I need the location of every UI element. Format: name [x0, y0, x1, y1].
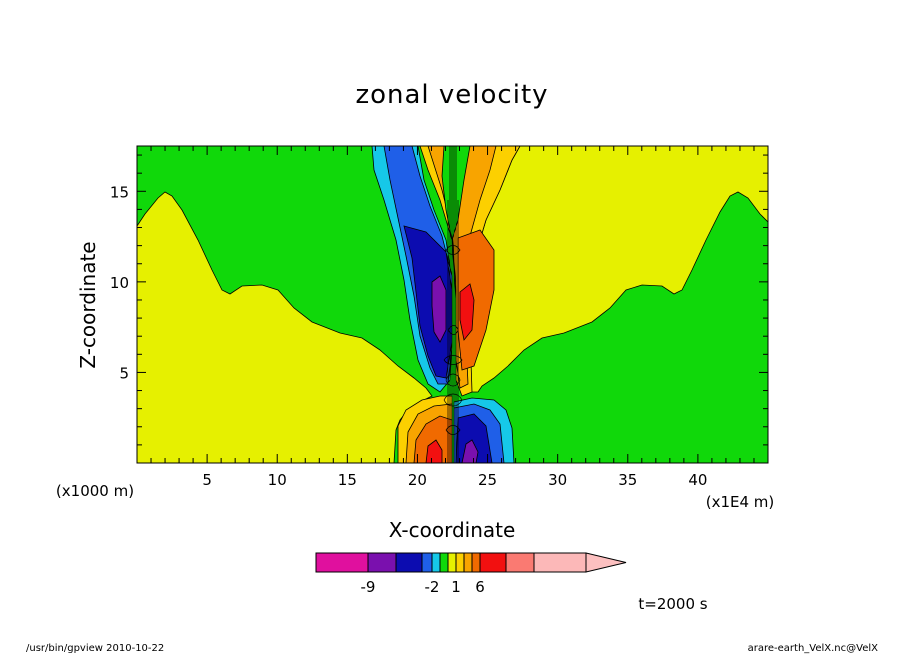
colorbar-segment: [367, 552, 397, 573]
x-axis-label: X-coordinate: [389, 518, 516, 542]
colorbar-segment: [431, 552, 441, 573]
colorbar-segment: [463, 552, 473, 573]
colorbar-label: -2: [425, 578, 440, 596]
colorbar-label: -9: [361, 578, 376, 596]
contour-fill-purple-upper: [431, 275, 447, 343]
x-tick-label: 15: [338, 471, 357, 489]
center-contour-lines: [443, 146, 463, 463]
colorbar-segment: [455, 552, 465, 573]
x-ticks: 5 10 15 20 25 30 35 40: [150, 146, 755, 489]
colorbar-segment: [421, 552, 433, 573]
y-ticks: 5 10 15: [110, 154, 768, 446]
plot-frame: [136, 145, 769, 464]
x-tick-label: 20: [408, 471, 427, 489]
contour-fill-darkorange-lower: [413, 415, 453, 463]
colorbar-segment: [533, 552, 587, 573]
x-tick-label: 40: [688, 471, 707, 489]
colorbar-label: 6: [475, 578, 485, 596]
y-tick-label: 15: [110, 183, 129, 201]
time-annotation: t=2000 s: [638, 595, 707, 613]
contour-fill-purple-lower: [461, 439, 479, 463]
footer-right: arare-earth_VelX.nc@VelX: [748, 643, 879, 654]
colorbar-segment: [395, 552, 423, 573]
colorbar: -9 -2 1 6: [315, 552, 627, 596]
colorbar-label: 1: [451, 578, 461, 596]
plot-area: [137, 146, 768, 463]
y-axis-label: Z-coordinate: [76, 241, 100, 368]
colorbar-segment: [471, 552, 481, 573]
y-tick-label: 5: [119, 364, 129, 382]
x-tick-label: 30: [548, 471, 567, 489]
colorbar-segment: [505, 552, 535, 573]
contour-fill-red-lower: [425, 439, 443, 463]
y-tick-label: 10: [110, 274, 129, 292]
colorbar-segment: [479, 552, 507, 573]
x-unit-note: (x1E4 m): [706, 493, 775, 511]
x-tick-label: 10: [268, 471, 287, 489]
colorbar-segment: [315, 552, 369, 573]
y-unit-note: (x1000 m): [56, 482, 134, 500]
footer-left: /usr/bin/gpview 2010-10-22: [26, 643, 164, 654]
chart-title: zonal velocity: [355, 80, 548, 110]
colorbar-extend-arrow: [585, 552, 627, 573]
contour-fill-red-upper: [459, 283, 475, 341]
x-tick-label: 35: [618, 471, 637, 489]
colorbar-segment: [447, 552, 457, 573]
colorbar-segment: [439, 552, 449, 573]
x-tick-label: 25: [478, 471, 497, 489]
x-tick-label: 5: [202, 471, 212, 489]
